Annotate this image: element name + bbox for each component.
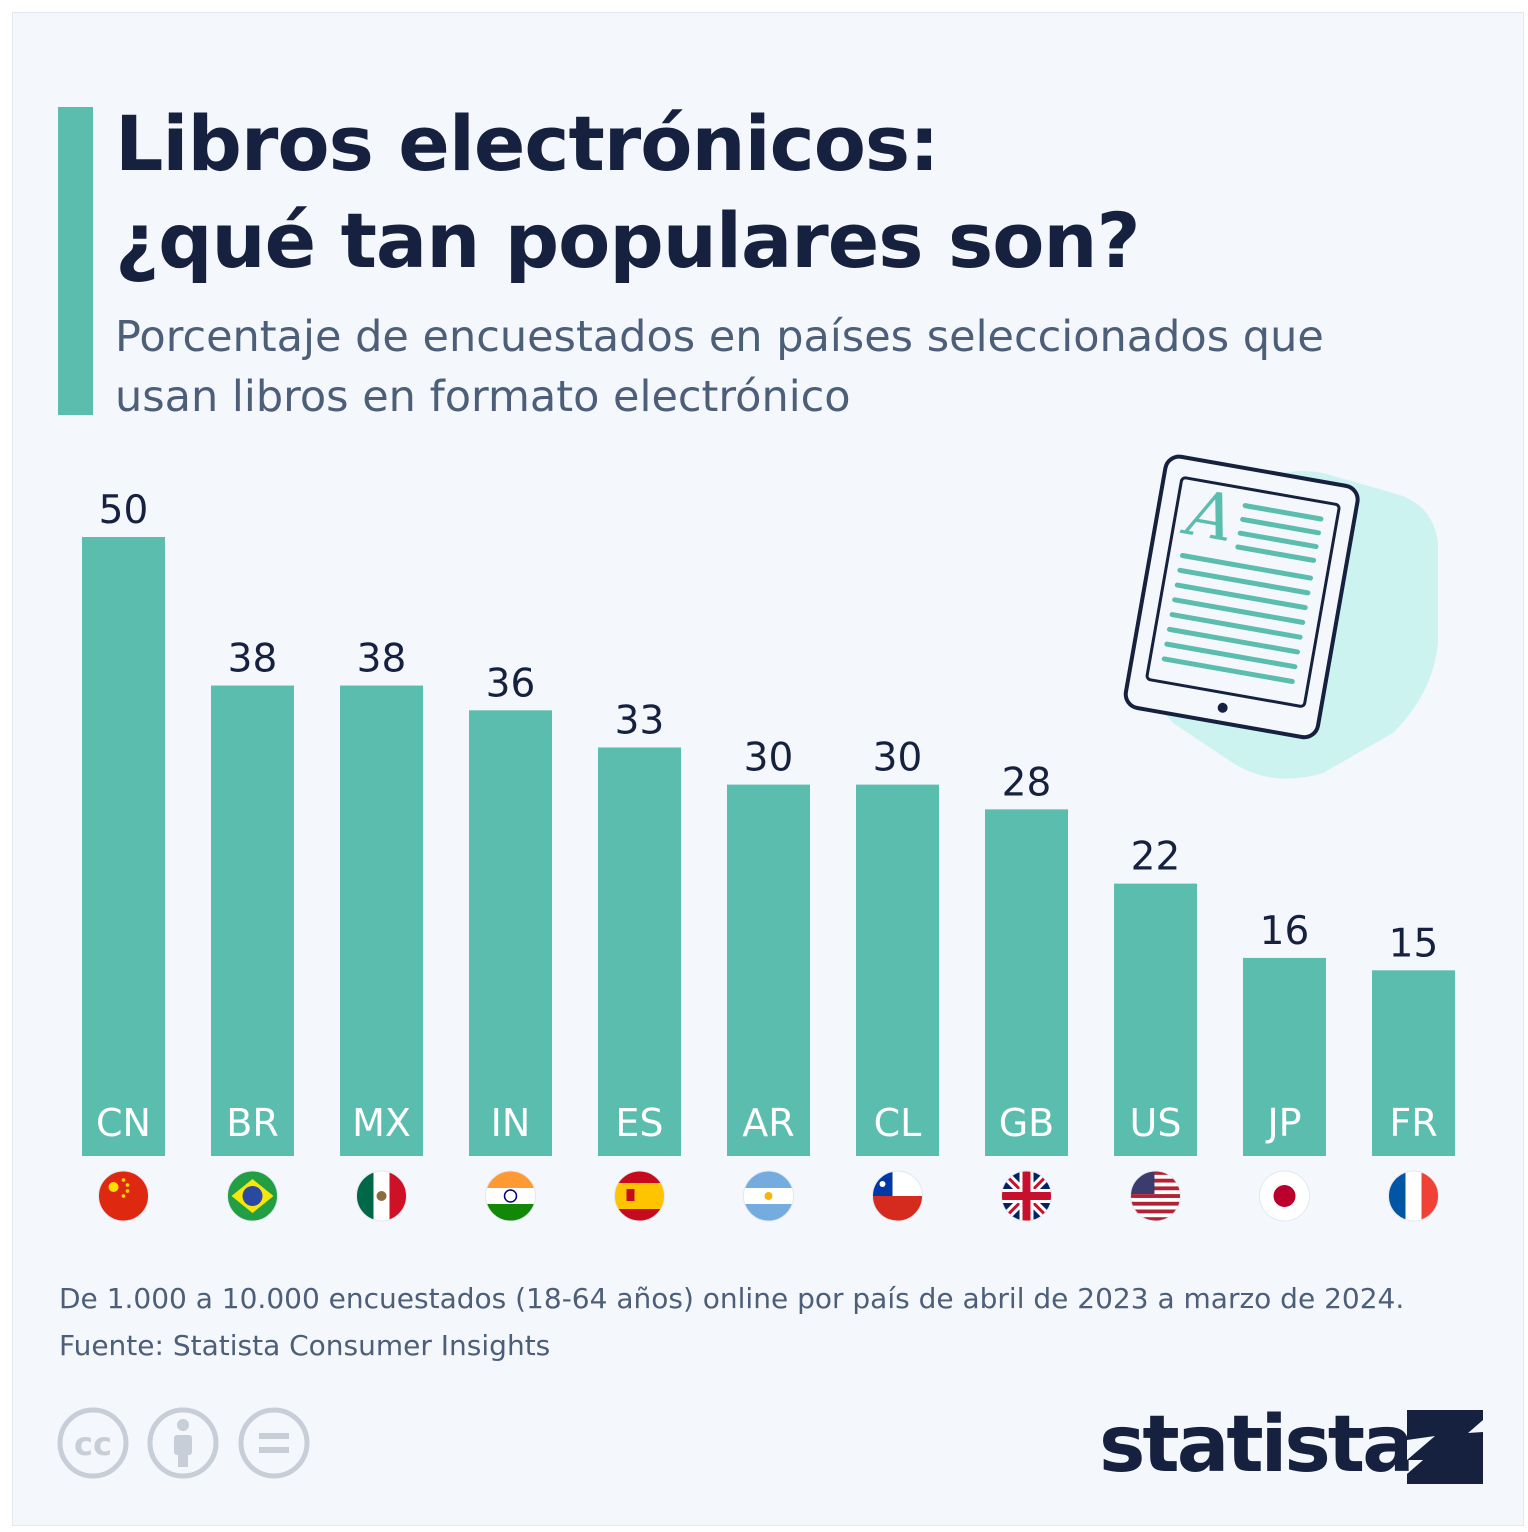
category-label-fr: FR [1389, 1101, 1437, 1145]
value-label-es: 33 [615, 698, 665, 743]
title-line-2: ¿qué tan populares son? [115, 196, 1141, 285]
footnote: De 1.000 a 10.000 encuestados (18-64 año… [59, 1275, 1499, 1369]
japan-flag-icon [1259, 1171, 1310, 1221]
flag-ring [1001, 1170, 1052, 1222]
no-derivatives-icon [238, 1407, 310, 1479]
flag-ring [485, 1170, 536, 1222]
value-label-cl: 30 [873, 736, 923, 781]
flag-ring [743, 1170, 794, 1222]
bar-fr [1372, 970, 1455, 1156]
uk-flag-icon [1001, 1171, 1052, 1221]
category-label-es: ES [615, 1101, 663, 1145]
chart-title: Libros electrónicos: ¿qué tan populares … [115, 95, 1415, 289]
statista-logo-mark [1407, 1410, 1483, 1484]
category-label-cl: CL [874, 1101, 922, 1145]
value-label-jp: 16 [1260, 909, 1310, 954]
statista-logo: statista [1099, 1398, 1499, 1498]
category-label-gb: GB [999, 1101, 1055, 1145]
value-label-in: 36 [486, 661, 536, 706]
china-flag-icon [98, 1171, 149, 1221]
brazil-flag-icon [227, 1171, 278, 1221]
source-text: Fuente: Statista Consumer Insights [59, 1329, 551, 1362]
bar-jp [1243, 957, 1326, 1156]
category-label-us: US [1130, 1101, 1182, 1145]
bar-us [1114, 883, 1197, 1156]
license-icons: cc [57, 1407, 310, 1479]
statista-wordmark: statista [1099, 1400, 1415, 1490]
value-label-us: 22 [1131, 835, 1181, 880]
category-label-cn: CN [96, 1101, 151, 1145]
flag-ring [872, 1170, 923, 1222]
flag-ring [1259, 1170, 1310, 1222]
france-flag-icon [1388, 1171, 1439, 1221]
bar-gb [985, 809, 1068, 1156]
bar-chart: 50 CN 38 BR 38 MX 36 IN 33 ES 30 AR 30 CL 28 GB 22 US 16 JP… [82, 488, 1455, 1222]
bar-br [211, 685, 294, 1156]
flag-ring [1130, 1170, 1181, 1222]
value-label-mx: 38 [357, 637, 407, 682]
category-label-br: BR [226, 1101, 278, 1145]
flag-ring [98, 1170, 149, 1222]
title-accent-bar [58, 107, 93, 415]
category-label-in: IN [491, 1101, 531, 1145]
attribution-icon [147, 1407, 219, 1479]
infographic-card: Libros electrónicos: ¿qué tan populares … [12, 12, 1524, 1526]
category-label-jp: JP [1265, 1101, 1301, 1145]
subtitle-line-1: Porcentaje de encuestados en países sele… [115, 312, 1324, 362]
cc-icon: cc [57, 1407, 129, 1479]
flag-ring [227, 1170, 278, 1222]
bar-cl [856, 784, 939, 1156]
bar-cn [82, 537, 165, 1156]
flag-ring [356, 1170, 407, 1222]
bar-mx [340, 685, 423, 1156]
spain-flag-icon [614, 1171, 665, 1221]
value-label-cn: 50 [99, 488, 149, 533]
value-label-ar: 30 [744, 736, 794, 781]
value-label-fr: 15 [1389, 921, 1439, 966]
value-label-gb: 28 [1002, 760, 1052, 805]
ebook-reader-icon: A [1123, 454, 1438, 779]
svg-text:cc: cc [74, 1425, 112, 1463]
bar-in [469, 710, 552, 1156]
india-flag-icon [485, 1171, 536, 1221]
subtitle-line-2: usan libros en formato electrónico [115, 372, 851, 422]
category-label-ar: AR [742, 1101, 794, 1145]
usa-flag-icon [1130, 1171, 1181, 1221]
title-line-1: Libros electrónicos: [115, 99, 940, 188]
footnote-text: De 1.000 a 10.000 encuestados (18-64 año… [59, 1282, 1405, 1315]
argentina-flag-icon [743, 1171, 794, 1221]
category-label-mx: MX [352, 1101, 411, 1145]
bar-es [598, 747, 681, 1156]
flag-ring [1388, 1170, 1439, 1222]
mexico-flag-icon [356, 1171, 407, 1221]
bar-ar [727, 784, 810, 1156]
flag-ring [614, 1170, 665, 1222]
chart-subtitle: Porcentaje de encuestados en países sele… [115, 307, 1445, 427]
value-label-br: 38 [228, 637, 278, 682]
